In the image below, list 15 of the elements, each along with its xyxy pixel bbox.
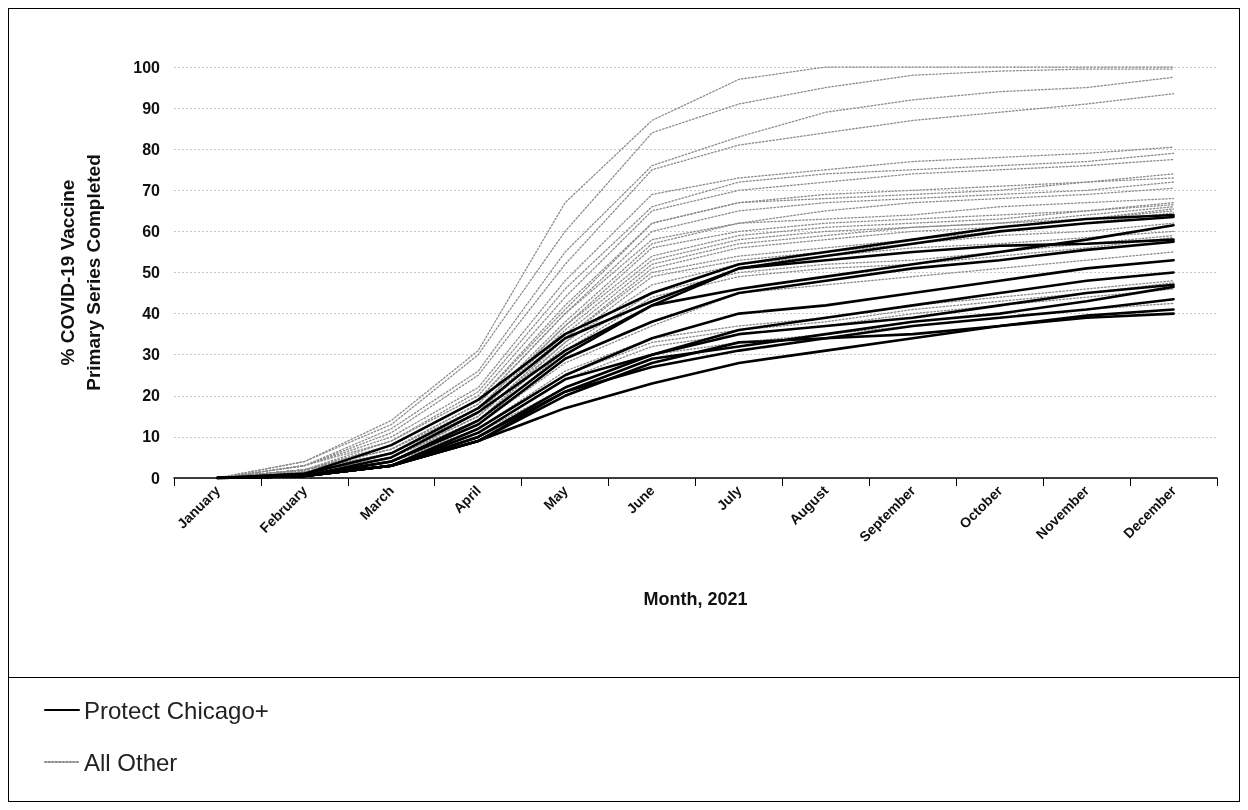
y-tick-label: 90 <box>142 99 161 117</box>
legend-label: Protect Chicago+ <box>84 696 269 724</box>
y-tick-label: 0 <box>151 469 161 487</box>
y-tick-label: 60 <box>142 222 161 240</box>
x-axis-title: Month, 2021 <box>643 589 748 609</box>
y-tick-label: 20 <box>142 387 161 405</box>
y-tick-label: 40 <box>142 305 161 323</box>
legend-label: All Other <box>84 748 178 776</box>
y-axis-title: % COVID-19 Vaccine Primary Series Completed <box>56 154 104 391</box>
y-tick-label: 10 <box>142 428 161 446</box>
y-tick-label: 80 <box>142 140 161 158</box>
y-tick-label: 50 <box>142 264 161 281</box>
y-tick-label: 70 <box>142 181 161 199</box>
y-tick-label: 100 <box>133 58 161 76</box>
y-tick-label: 30 <box>142 346 161 364</box>
